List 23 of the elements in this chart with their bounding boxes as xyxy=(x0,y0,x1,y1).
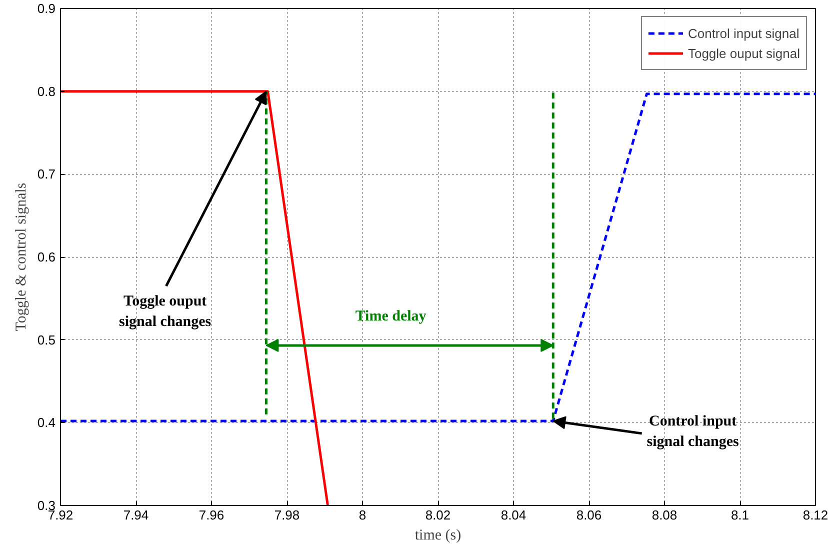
x-axis-title: time (s) xyxy=(414,528,462,544)
annotation: Time delay xyxy=(355,308,427,324)
y-tick-label: 0.4 xyxy=(37,415,56,430)
y-axis-title: Toggle & control signals xyxy=(13,182,30,332)
y-tick-label: 0.9 xyxy=(37,1,56,16)
y-tick-label: 0.8 xyxy=(37,84,56,99)
legend-label: Toggle ouput signal xyxy=(688,46,800,60)
x-tick-label: 7.94 xyxy=(123,508,149,522)
x-tick-label: 8.06 xyxy=(576,508,602,522)
x-tick-label: 8.02 xyxy=(425,508,451,522)
x-tick-label: 8.08 xyxy=(652,508,678,522)
legend-label: Control input signal xyxy=(688,26,800,40)
annotation: Control input signal changes xyxy=(646,413,740,450)
y-tick-label: 0.5 xyxy=(37,332,56,348)
y-tick-label: 0.6 xyxy=(37,250,56,264)
x-tick-label: 8.04 xyxy=(500,508,526,522)
x-tick-label: 7.98 xyxy=(274,508,300,522)
x-tick-label: 8 xyxy=(358,508,366,522)
annotation: Toggle ouput signal changes xyxy=(119,293,212,330)
y-tick-label: 0.7 xyxy=(37,166,56,182)
x-tick-label: 8.12 xyxy=(802,508,828,522)
x-tick-label: 8.1 xyxy=(730,508,750,522)
x-tick-label: 7.96 xyxy=(198,508,224,522)
